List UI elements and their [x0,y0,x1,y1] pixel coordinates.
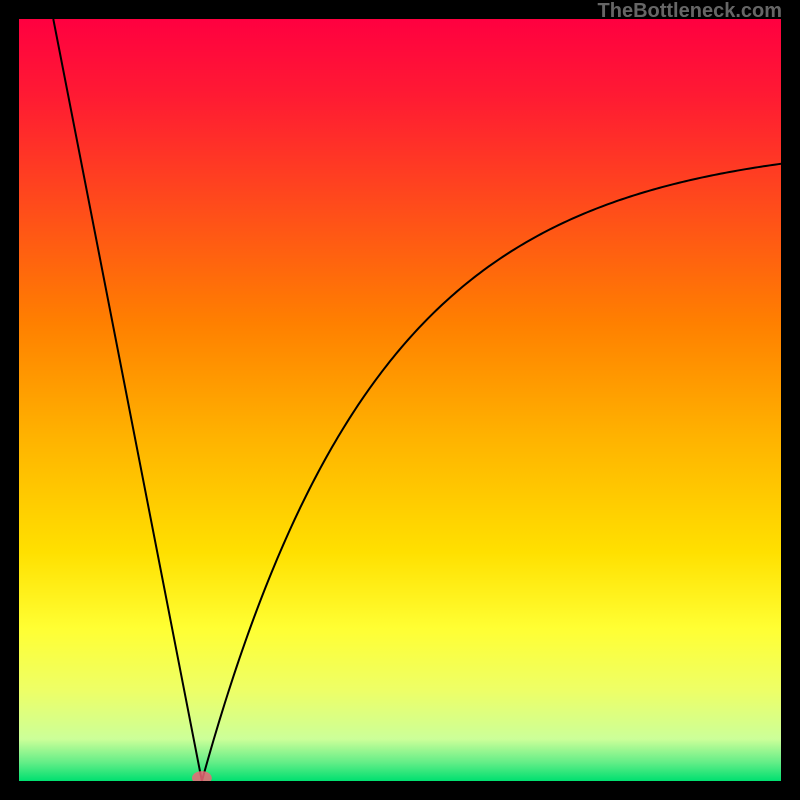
gradient-background [19,19,781,781]
watermark-text: TheBottleneck.com [598,0,782,23]
bottleneck-chart [19,19,781,781]
